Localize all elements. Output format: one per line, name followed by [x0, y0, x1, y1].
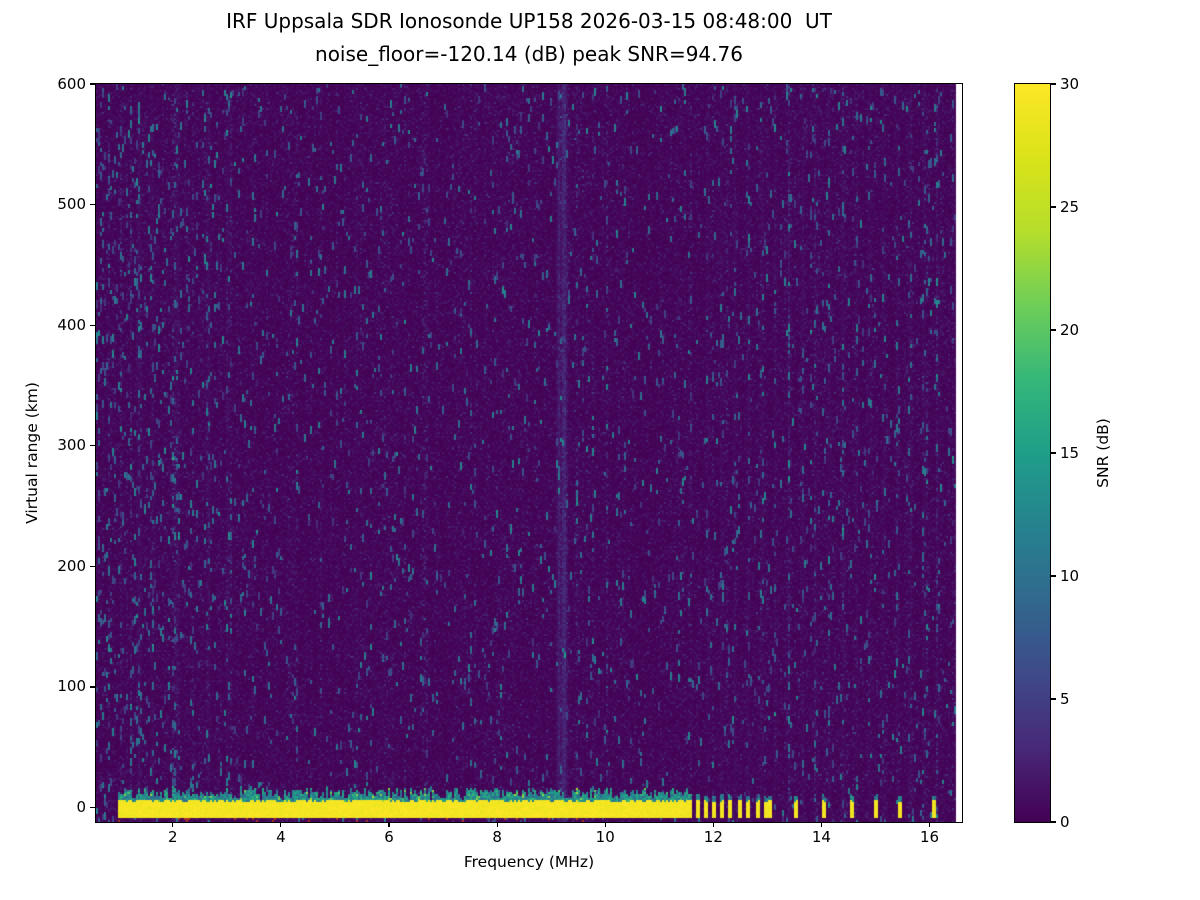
colorbar-tick-mark	[1051, 821, 1056, 823]
x-tick-mark	[280, 822, 282, 827]
x-tick-label: 10	[595, 828, 615, 846]
colorbar-tick-label: 10	[1060, 566, 1080, 585]
y-tick-mark	[90, 203, 95, 206]
colorbar-tick-label: 5	[1060, 689, 1070, 708]
colorbar-gradient	[1015, 84, 1050, 822]
colorbar-tick-mark	[1051, 329, 1056, 331]
x-tick-mark	[928, 822, 931, 827]
y-tick-mark	[90, 565, 95, 567]
x-tick-label: 4	[276, 828, 286, 846]
x-tick-label: 8	[492, 828, 502, 846]
y-tick-label: 400	[57, 315, 86, 334]
y-tick-label: 100	[57, 677, 86, 696]
x-tick-label: 14	[811, 828, 831, 846]
colorbar-tick-mark	[1051, 698, 1056, 700]
colorbar-tick-label: 20	[1060, 320, 1080, 339]
x-axis-label: Frequency (MHz)	[463, 853, 595, 871]
ionogram-heatmap-canvas	[96, 84, 962, 822]
colorbar-tick-mark	[1051, 575, 1056, 577]
chart-subtitle: noise_floor=-120.14 (dB) peak SNR=94.76	[315, 42, 743, 66]
y-tick-mark	[90, 324, 95, 326]
colorbar-tick-label: 0	[1060, 812, 1070, 831]
colorbar-tick-mark	[1051, 206, 1056, 208]
y-tick-label: 300	[57, 436, 86, 455]
x-tick-mark	[712, 822, 714, 827]
colorbar-tick-label: 25	[1060, 197, 1080, 216]
colorbar-tick-label: 15	[1060, 443, 1080, 462]
x-tick-mark	[388, 822, 390, 827]
y-tick-mark	[90, 806, 95, 809]
colorbar-tick-mark	[1051, 452, 1056, 454]
y-tick-label: 600	[57, 74, 86, 93]
colorbar-tick-label: 30	[1060, 74, 1080, 93]
y-tick-label: 500	[57, 195, 86, 214]
y-tick-label: 0	[76, 798, 86, 817]
x-tick-label: 6	[384, 828, 394, 846]
x-tick-mark	[820, 822, 823, 827]
x-tick-label: 2	[167, 828, 178, 846]
y-axis-label: Virtual range (km)	[23, 382, 41, 524]
y-tick-label: 200	[57, 556, 86, 575]
y-tick-mark	[90, 445, 95, 447]
y-tick-mark	[90, 686, 95, 688]
x-tick-label: 16	[920, 828, 940, 846]
colorbar	[1014, 83, 1051, 823]
x-tick-mark	[604, 822, 606, 827]
colorbar-tick-mark	[1051, 83, 1056, 85]
x-tick-mark	[496, 822, 498, 827]
y-tick-mark	[90, 83, 95, 85]
chart-title: IRF Uppsala SDR Ionosonde UP158 2026-03-…	[226, 9, 832, 33]
x-tick-mark	[172, 822, 174, 827]
x-tick-label: 12	[703, 828, 723, 846]
plot-area	[95, 83, 963, 823]
